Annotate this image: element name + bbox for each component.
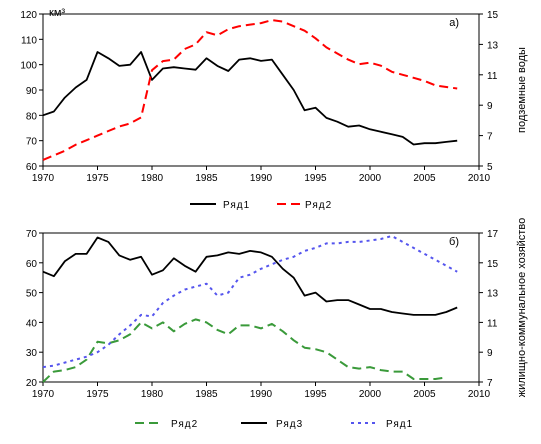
y2-axis-title: подземные воды [516, 47, 528, 133]
x-tick-label: 1970 [32, 173, 55, 184]
y-tick-label: 70 [26, 137, 38, 148]
panel-label: б) [449, 236, 459, 248]
legend: Ряд1 Ряд2 [190, 200, 332, 211]
series-line-Ряд1 [42, 51, 458, 146]
y-tick-label: 20 [26, 378, 38, 389]
plot-area-frame [42, 232, 480, 383]
y2-tick-label: 13 [487, 40, 499, 51]
y2-tick-label: 9 [487, 348, 493, 359]
y-tick-label: 40 [26, 318, 38, 329]
y2-tick-label: 15 [487, 259, 499, 270]
x-tick-label: 1980 [141, 389, 164, 400]
y-tick-label: 120 [20, 10, 37, 21]
y-tick-label: 30 [26, 348, 38, 359]
x-tick-label: 2005 [413, 173, 436, 184]
legend-label: Ряд1 [386, 419, 413, 430]
y-tick-label: 110 [21, 35, 37, 46]
x-tick-label: 1970 [32, 389, 55, 400]
chart-panel-2: 1970 1975 1980 1985 1990 1995 2000 2005 2010 20 30… [26, 218, 528, 430]
chart-panel-1: 1970 1975 1980 1985 1990 1995 2000 2005 2010 60 70… [20, 7, 528, 211]
x-tick-label: 2005 [413, 389, 436, 400]
y2-tick-label: 15 [487, 10, 499, 21]
panel-label: а) [449, 17, 459, 29]
y-tick-label: 60 [26, 162, 38, 173]
y-tick-label: 50 [26, 289, 38, 300]
legend-label: Ряд3 [276, 419, 303, 430]
y2-tick-label: 11 [487, 71, 498, 82]
x-tick-label: 1990 [250, 389, 273, 400]
legend-label: Ряд2 [305, 200, 332, 211]
x-tick-label: 1975 [86, 389, 109, 400]
plot-area-frame [42, 13, 480, 167]
y2-tick-label: 7 [487, 132, 493, 143]
x-tick-label: 1995 [304, 173, 327, 184]
y-tick-label: 80 [26, 111, 38, 122]
y-tick-label: 70 [26, 229, 38, 240]
x-tick-label: 2010 [468, 389, 491, 400]
y-tick-label: 60 [26, 259, 38, 270]
legend-label: Ряд1 [223, 200, 250, 211]
series-line-Ряд2 [42, 19, 458, 161]
y-unit-label: км³ [49, 7, 65, 19]
y2-tick-label: 11 [487, 318, 498, 329]
x-tick-label: 1985 [195, 389, 218, 400]
x-tick-label: 2000 [359, 389, 382, 400]
x-tick-label: 1990 [250, 173, 273, 184]
x-tick-label: 1995 [304, 389, 327, 400]
x-tick-label: 1985 [195, 173, 218, 184]
y2-axis-title: жилищно-коммунальное хозяйство [516, 218, 528, 397]
y-tick-label: 90 [26, 86, 38, 97]
y2-tick-label: 5 [487, 162, 493, 173]
y-tick-label: 100 [20, 61, 37, 72]
x-tick-label: 1980 [141, 173, 164, 184]
x-tick-label: 2000 [359, 173, 382, 184]
y2-tick-label: 9 [487, 101, 493, 112]
legend: Ряд2 Ряд3 Ряд1 [135, 419, 413, 430]
series-line-Ряд1 [42, 235, 458, 369]
series-line-Ряд3 [42, 236, 458, 316]
x-tick-label: 2010 [468, 173, 491, 184]
y2-tick-label: 13 [487, 289, 499, 300]
series-line-Ряд2 [42, 318, 447, 383]
y2-tick-label: 7 [487, 378, 493, 389]
x-tick-label: 1975 [86, 173, 109, 184]
legend-label: Ряд2 [171, 419, 198, 430]
y2-tick-label: 17 [487, 229, 499, 240]
